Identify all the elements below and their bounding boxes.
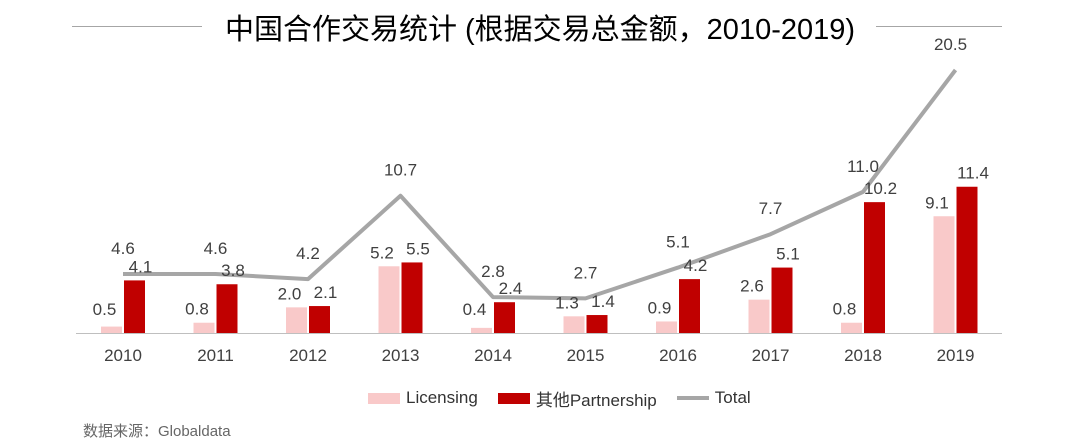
label-licensing-2018: 0.8 <box>833 300 857 319</box>
label-licensing-2010: 0.5 <box>93 300 117 319</box>
label-licensing-2013: 5.2 <box>370 243 394 262</box>
bar-licensing-2019 <box>933 216 955 333</box>
label-total-2018: 11.0 <box>847 157 879 176</box>
title-rule-left <box>72 26 202 27</box>
legend-swatch-partnership <box>497 392 530 404</box>
bar-licensing-2017 <box>748 299 770 333</box>
label-partnership-2010: 4.1 <box>129 257 153 276</box>
bar-partnership-2016 <box>679 279 700 333</box>
label-licensing-2014: 0.4 <box>463 300 487 319</box>
bar-partnership-2012 <box>309 306 330 333</box>
label-licensing-2017: 2.6 <box>740 277 764 296</box>
total-line <box>123 68 958 301</box>
label-partnership-2019: 11.4 <box>957 164 989 183</box>
chart-title: 中国合作交易统计 (根据交易总金额，2010-2019) <box>224 14 856 46</box>
label-partnership-2016: 4.2 <box>684 256 708 275</box>
legend-item-licensing: Licensing <box>368 388 478 408</box>
label-licensing-2011: 0.8 <box>185 300 209 319</box>
label-total-2015: 2.7 <box>574 263 598 282</box>
x-tick-label-2016: 2016 <box>659 346 697 365</box>
x-tick-label-2013: 2013 <box>382 346 420 365</box>
legend-swatch-total <box>676 396 709 400</box>
bar-licensing-2013 <box>378 266 400 333</box>
x-tick-label-2019: 2019 <box>937 346 975 365</box>
label-partnership-2013: 5.5 <box>406 239 430 258</box>
legend-item-total: Total <box>676 388 751 408</box>
label-licensing-2016: 0.9 <box>648 298 672 317</box>
bar-partnership-2017 <box>771 267 793 333</box>
label-licensing-2015: 1.3 <box>555 293 579 312</box>
title-rule-right <box>876 26 1002 27</box>
bar-partnership-2010 <box>124 280 145 333</box>
label-partnership-2018: 10.2 <box>864 179 897 198</box>
label-partnership-2015: 1.4 <box>591 292 615 311</box>
x-tick-label-2012: 2012 <box>289 346 327 365</box>
label-total-2017: 7.7 <box>759 199 783 218</box>
label-total-2014: 2.8 <box>481 262 505 281</box>
bar-partnership-2011 <box>216 284 238 333</box>
label-total-2010: 4.6 <box>111 239 135 258</box>
label-partnership-2012: 2.1 <box>314 283 338 302</box>
bar-licensing-2010 <box>101 326 122 333</box>
legend-item-partnership: 其他Partnership <box>497 386 657 411</box>
x-tick-label-2014: 2014 <box>474 346 512 365</box>
label-licensing-2012: 2.0 <box>278 284 302 303</box>
x-tick-label-2018: 2018 <box>844 346 882 365</box>
label-partnership-2011: 3.8 <box>221 261 245 280</box>
source-note: 数据来源：Globaldata <box>83 423 231 440</box>
label-total-2013: 10.7 <box>384 161 417 180</box>
label-partnership-2014: 2.4 <box>499 279 523 298</box>
x-tick-label-2017: 2017 <box>752 346 790 365</box>
bar-licensing-2011 <box>193 322 215 333</box>
legend-label-total: Total <box>714 388 751 407</box>
label-total-2011: 4.6 <box>204 239 228 258</box>
bar-partnership-2019 <box>956 186 978 333</box>
bar-licensing-2014 <box>471 327 492 333</box>
label-licensing-2019: 9.1 <box>925 193 949 212</box>
label-total-2019: 20.5 <box>934 35 967 54</box>
x-tick-label-2010: 2010 <box>104 346 142 365</box>
chart-title-area: 中国合作交易统计 (根据交易总金额，2010-2019) <box>0 0 1080 56</box>
bar-licensing-2012 <box>286 307 307 333</box>
bar-licensing-2015 <box>563 316 585 333</box>
bar-licensing-2018 <box>841 322 862 333</box>
bar-partnership-2018 <box>864 202 885 333</box>
legend-label-partnership: 其他Partnership <box>535 390 657 410</box>
label-total-2012: 4.2 <box>296 244 320 263</box>
legend-label-licensing: Licensing <box>406 388 478 407</box>
legend-swatch-licensing <box>368 392 400 404</box>
label-partnership-2017: 5.1 <box>776 245 800 264</box>
bar-partnership-2014 <box>494 302 515 333</box>
x-tick-label-2011: 2011 <box>197 346 234 365</box>
label-total-2016: 5.1 <box>666 233 690 252</box>
legend: Licensing 其他Partnership Total <box>368 386 771 410</box>
bar-licensing-2016 <box>656 321 677 333</box>
x-tick-label-2015: 2015 <box>567 346 605 365</box>
bar-partnership-2013 <box>401 262 423 333</box>
bar-partnership-2015 <box>586 315 608 333</box>
